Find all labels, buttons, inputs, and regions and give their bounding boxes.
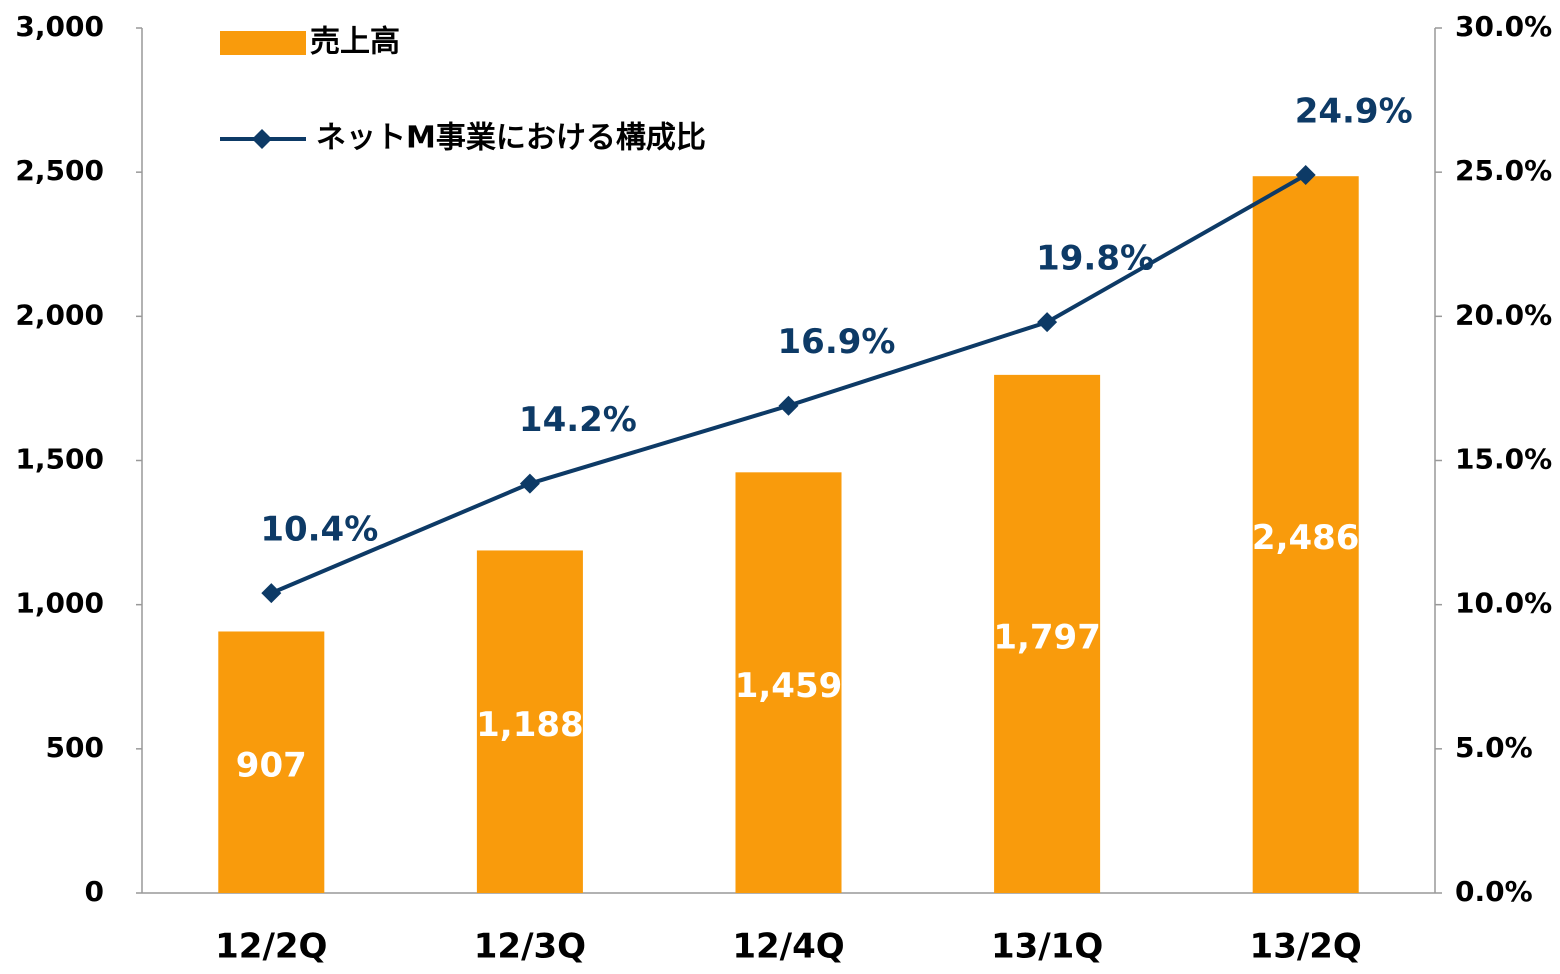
y-tick-label: 3,000	[15, 10, 104, 43]
legend-swatch	[220, 31, 306, 55]
line-value-label: 10.4%	[260, 510, 378, 550]
y2-tick-label: 15.0%	[1455, 443, 1552, 476]
bar-value-label: 907	[236, 746, 307, 786]
y-tick-label: 500	[46, 731, 104, 764]
y-tick-label: 2,000	[15, 298, 104, 331]
legend-marker	[252, 129, 272, 149]
line-marker	[778, 395, 799, 416]
bar	[735, 472, 842, 893]
bar-value-label: 1,459	[735, 666, 843, 706]
bar	[994, 374, 1101, 893]
y2-tick-label: 5.0%	[1455, 731, 1533, 764]
line-value-label: 14.2%	[519, 400, 637, 440]
y-tick-label: 1,500	[15, 443, 104, 476]
y2-tick-label: 30.0%	[1455, 10, 1552, 43]
x-tick-label: 13/2Q	[1250, 927, 1362, 967]
bar-value-label: 1,188	[476, 705, 584, 745]
y2-tick-label: 25.0%	[1455, 154, 1552, 187]
y-tick-label: 1,000	[15, 587, 104, 620]
y2-tick-label: 20.0%	[1455, 298, 1552, 331]
line-value-label: 24.9%	[1295, 92, 1413, 132]
bar	[218, 631, 325, 893]
y2-tick-label: 0.0%	[1455, 875, 1533, 908]
legend-label: ネットM事業における構成比	[316, 121, 706, 156]
y-tick-label: 2,500	[15, 154, 104, 187]
line-marker	[261, 583, 282, 604]
line-value-label: 16.9%	[778, 322, 896, 362]
line-value-label: 19.8%	[1036, 239, 1154, 279]
bar	[1252, 176, 1359, 893]
x-tick-label: 12/2Q	[215, 927, 327, 967]
bar-value-label: 2,486	[1252, 518, 1360, 558]
legend-label: 売上高	[310, 25, 400, 60]
x-tick-label: 12/3Q	[474, 927, 586, 967]
line-marker	[1037, 312, 1058, 333]
y-tick-label: 0	[85, 875, 104, 908]
y2-tick-label: 10.0%	[1455, 587, 1552, 620]
line-marker	[519, 473, 540, 494]
line-marker	[1295, 165, 1316, 186]
bar-value-label: 1,797	[993, 617, 1101, 657]
x-tick-label: 13/1Q	[991, 927, 1103, 967]
bar	[476, 550, 583, 893]
x-tick-label: 12/4Q	[732, 927, 844, 967]
